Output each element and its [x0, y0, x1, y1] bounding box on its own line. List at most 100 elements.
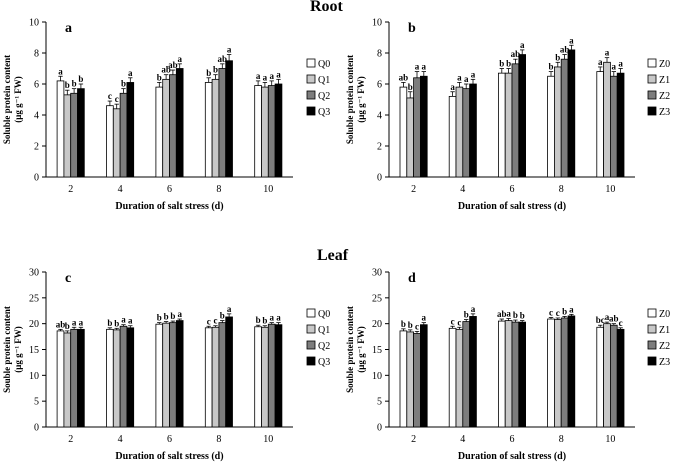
bar-Q1-4 [112, 108, 121, 178]
bar-Z1-8 [554, 319, 562, 428]
significance-letter: b [121, 79, 126, 89]
bar-Z1-6 [504, 72, 513, 178]
significance-letter: ab [497, 309, 507, 319]
legend-label-Q2: Q2 [318, 341, 330, 352]
bar-Q0-2 [56, 80, 65, 178]
y-tick-label: 10 [372, 371, 382, 382]
bar-Q1-6 [162, 78, 170, 178]
significance-letter: b [499, 59, 504, 69]
bar-Q0-6 [155, 86, 164, 178]
significance-letter: b [72, 79, 77, 89]
bar-Z2-10 [610, 324, 618, 428]
bar-Z3-10 [616, 72, 625, 178]
significance-letter: a [457, 72, 462, 82]
x-tick-label: 8 [559, 434, 564, 445]
significance-letter: a [471, 69, 476, 79]
y-tick-label: 4 [377, 111, 382, 122]
significance-letter: a [618, 59, 623, 69]
bar-Z3-6 [518, 321, 526, 428]
y-axis-title: Soluble protein content [345, 55, 355, 144]
y-tick-label: 4 [34, 111, 39, 122]
bar-Z1-10 [603, 323, 611, 428]
x-tick-label: 4 [118, 184, 123, 195]
bar-Z3-4 [469, 83, 477, 178]
bar-Z2-8 [560, 317, 569, 428]
significance-letter: a [256, 71, 261, 81]
y-tick-label: 0 [34, 423, 39, 434]
x-axis-title: Duration of salt stress (d) [458, 451, 566, 462]
x-tick-label: 2 [68, 434, 73, 445]
significance-letter: ab [161, 65, 171, 75]
bar-Q2-2 [70, 328, 78, 428]
x-tick-label: 6 [167, 434, 172, 445]
bar-Z3-8 [567, 315, 576, 428]
bar-Z3-2 [419, 75, 428, 178]
bar-Q3-2 [77, 328, 85, 428]
bar-Q1-4 [112, 329, 121, 428]
legend-label-Z2: Z2 [659, 341, 670, 352]
bar-Q2-10 [267, 323, 276, 428]
significance-letter: c [556, 308, 560, 318]
significance-letter: a [269, 71, 274, 81]
y-tick-label: 25 [29, 293, 39, 304]
legend-swatch-Q1 [306, 74, 316, 84]
legend-label-Z0: Z0 [659, 59, 670, 70]
y-tick-label: 10 [29, 371, 39, 382]
significance-letter: ab [168, 60, 178, 70]
significance-letter: a [520, 40, 525, 50]
x-axis-title: Duration of salt stress (d) [115, 201, 223, 212]
significance-letter: ab [609, 314, 619, 324]
bar-Z3-2 [419, 324, 428, 428]
bar-Z1-10 [603, 61, 611, 178]
bar-Q3-8 [225, 316, 233, 428]
bar-Z0-4 [448, 96, 457, 178]
x-tick-label: 10 [605, 184, 615, 195]
significance-letter: ab [56, 319, 66, 329]
bar-Z3-6 [518, 54, 526, 178]
bar-Q3-4 [126, 327, 135, 428]
legend-label-Z1: Z1 [659, 75, 670, 86]
significance-letter: b [170, 311, 175, 321]
significance-letter: b [78, 74, 83, 84]
legend-label-Q3: Q3 [318, 357, 330, 368]
bar-Q0-2 [56, 330, 65, 428]
bar-Z0-8 [547, 75, 555, 178]
significance-letter: a [569, 304, 574, 314]
significance-letter: b [213, 65, 218, 75]
bar-Q1-6 [162, 322, 170, 428]
bar-Z2-2 [413, 333, 421, 428]
significance-letter: c [619, 318, 623, 328]
bar-Q2-6 [169, 74, 177, 178]
bar-Q0-4 [106, 328, 114, 428]
y-axis-unit: (μg g⁻¹ FW) [13, 326, 23, 373]
x-tick-label: 10 [263, 434, 273, 445]
y-tick-label: 15 [29, 345, 39, 356]
legend-label-Q1: Q1 [318, 325, 330, 336]
significance-letter: c [451, 316, 455, 326]
bar-Q3-6 [175, 320, 184, 428]
significance-letter: a [450, 82, 455, 92]
significance-letter: b [548, 62, 553, 72]
significance-letter: b [401, 319, 406, 329]
y-tick-label: 30 [372, 268, 382, 279]
significance-letter: b [65, 321, 70, 331]
x-tick-label: 2 [68, 184, 73, 195]
significance-letter: b [206, 68, 211, 78]
y-tick-label: 2 [377, 142, 382, 153]
legend-swatch-Z3 [647, 356, 657, 366]
bar-Z2-2 [413, 77, 421, 178]
x-tick-label: 8 [559, 184, 564, 195]
significance-letter: b [114, 318, 119, 328]
significance-letter: a [227, 45, 232, 55]
x-tick-label: 4 [118, 434, 123, 445]
bar-Q0-10 [254, 85, 262, 178]
bar-Q2-4 [119, 325, 128, 428]
bar-Q0-8 [204, 82, 213, 178]
legend-label-Q3: Q3 [318, 107, 330, 118]
significance-letter: a [128, 316, 133, 326]
significance-letter: c [115, 94, 119, 104]
legend-swatch-Z3 [647, 106, 657, 116]
legend-swatch-Q1 [306, 324, 316, 334]
y-tick-label: 6 [377, 80, 382, 91]
significance-letter: c [214, 316, 218, 326]
